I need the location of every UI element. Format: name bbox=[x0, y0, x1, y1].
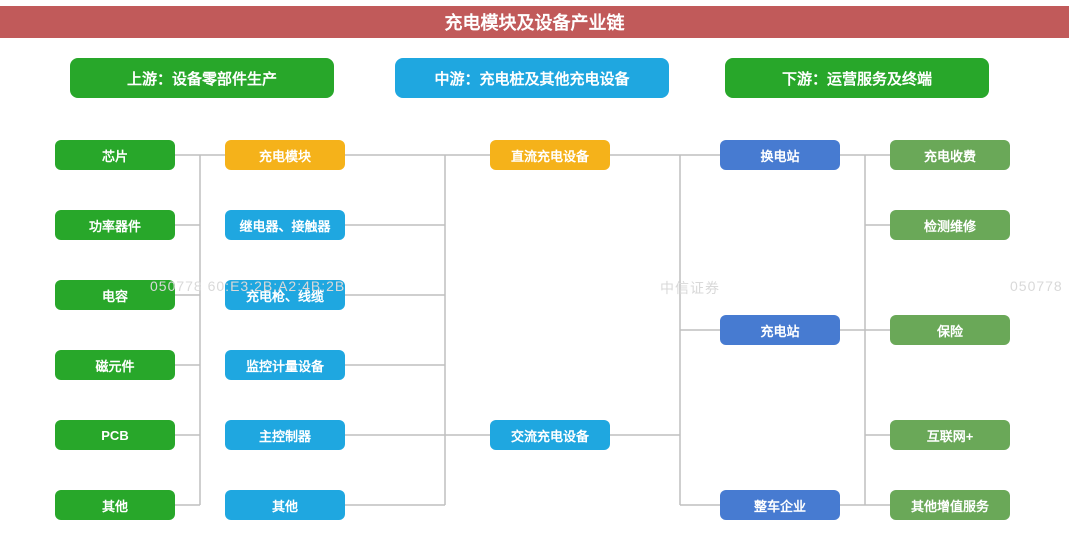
node-meter: 监控计量设备 bbox=[225, 350, 345, 380]
node-net: 互联网+ bbox=[890, 420, 1010, 450]
header-upstream: 上游：设备零部件生产 bbox=[70, 58, 334, 98]
node-other5: 其他增值服务 bbox=[890, 490, 1010, 520]
node-pcb: PCB bbox=[55, 420, 175, 450]
watermark-1: 中信证券 bbox=[660, 278, 720, 298]
header-downstream: 下游：运营服务及终端 bbox=[725, 58, 989, 98]
node-ins: 保险 bbox=[890, 315, 1010, 345]
node-other1: 其他 bbox=[55, 490, 175, 520]
node-chip: 芯片 bbox=[55, 140, 175, 170]
node-fee: 充电收费 bbox=[890, 140, 1010, 170]
node-ac: 交流充电设备 bbox=[490, 420, 610, 450]
node-swap: 换电站 bbox=[720, 140, 840, 170]
node-relay: 继电器、接触器 bbox=[225, 210, 345, 240]
node-gun: 充电枪、线缆 bbox=[225, 280, 345, 310]
node-other2: 其他 bbox=[225, 490, 345, 520]
page-title: 充电模块及设备产业链 bbox=[0, 6, 1069, 38]
header-midstream: 中游：充电桩及其他充电设备 bbox=[395, 58, 669, 98]
diagram-canvas: 充电模块及设备产业链 上游：设备零部件生产 中游：充电桩及其他充电设备 下游：运营服… bbox=[0, 0, 1069, 545]
node-maint: 检测维修 bbox=[890, 210, 1010, 240]
node-power: 功率器件 bbox=[55, 210, 175, 240]
node-cap: 电容 bbox=[55, 280, 175, 310]
node-mag: 磁元件 bbox=[55, 350, 175, 380]
watermark-2: 050778 bbox=[1010, 278, 1063, 294]
node-dc: 直流充电设备 bbox=[490, 140, 610, 170]
node-chgmod: 充电模块 bbox=[225, 140, 345, 170]
node-mcu: 主控制器 bbox=[225, 420, 345, 450]
node-stn: 充电站 bbox=[720, 315, 840, 345]
node-veh: 整车企业 bbox=[720, 490, 840, 520]
